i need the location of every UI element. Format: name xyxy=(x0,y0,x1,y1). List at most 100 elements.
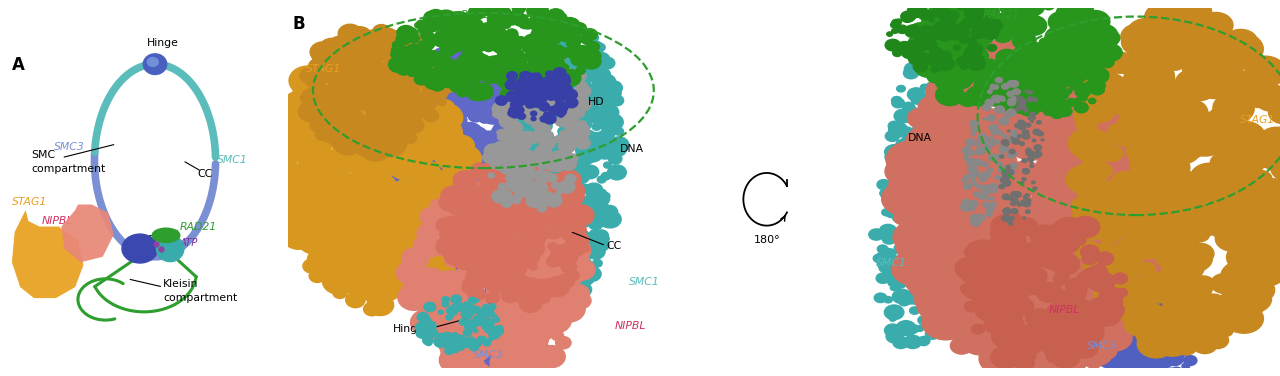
Circle shape xyxy=(1080,291,1091,299)
Circle shape xyxy=(481,302,490,310)
Circle shape xyxy=(554,179,571,193)
Circle shape xyxy=(1175,299,1187,308)
Circle shape xyxy=(511,189,520,196)
Circle shape xyxy=(890,316,896,321)
Circle shape xyxy=(1066,2,1094,23)
Circle shape xyxy=(422,215,452,238)
Circle shape xyxy=(585,41,603,56)
Circle shape xyxy=(370,89,389,105)
Circle shape xyxy=(325,230,339,242)
Circle shape xyxy=(447,194,474,215)
Circle shape xyxy=(1051,286,1068,298)
Circle shape xyxy=(1083,338,1096,347)
Circle shape xyxy=(1089,182,1139,219)
Circle shape xyxy=(1061,58,1071,65)
Circle shape xyxy=(426,236,442,249)
Circle shape xyxy=(1152,350,1164,359)
Circle shape xyxy=(1004,142,1009,146)
Circle shape xyxy=(415,211,447,236)
Circle shape xyxy=(979,43,988,49)
Circle shape xyxy=(489,169,506,182)
Circle shape xyxy=(1042,177,1083,207)
Circle shape xyxy=(1004,179,1009,182)
Circle shape xyxy=(1033,129,1041,135)
Circle shape xyxy=(943,23,959,35)
Circle shape xyxy=(417,45,424,50)
Circle shape xyxy=(468,227,480,236)
Circle shape xyxy=(940,25,954,35)
Circle shape xyxy=(1167,339,1190,357)
Circle shape xyxy=(310,42,335,62)
Circle shape xyxy=(376,105,398,122)
Circle shape xyxy=(575,134,584,142)
Circle shape xyxy=(1052,291,1069,303)
Circle shape xyxy=(877,180,891,190)
Circle shape xyxy=(554,311,563,318)
Circle shape xyxy=(1233,237,1247,247)
Circle shape xyxy=(1161,249,1174,258)
Circle shape xyxy=(438,50,458,67)
Circle shape xyxy=(1153,357,1166,367)
Circle shape xyxy=(492,74,503,84)
Circle shape xyxy=(361,125,392,149)
Circle shape xyxy=(1030,165,1034,168)
Circle shape xyxy=(516,111,525,119)
Circle shape xyxy=(988,247,1034,281)
Circle shape xyxy=(1084,102,1116,126)
Circle shape xyxy=(972,262,1012,294)
Circle shape xyxy=(1078,315,1100,332)
Circle shape xyxy=(475,195,495,211)
Circle shape xyxy=(512,289,530,303)
Circle shape xyxy=(499,328,515,341)
Circle shape xyxy=(1151,190,1188,217)
Circle shape xyxy=(502,110,532,134)
Circle shape xyxy=(936,233,983,269)
Circle shape xyxy=(1076,271,1096,286)
Circle shape xyxy=(1189,13,1231,45)
Circle shape xyxy=(983,188,991,194)
Circle shape xyxy=(390,63,411,80)
Circle shape xyxy=(1028,117,1032,120)
Circle shape xyxy=(526,300,554,322)
Circle shape xyxy=(995,323,1021,344)
Circle shape xyxy=(1270,135,1280,162)
Circle shape xyxy=(466,83,488,101)
Circle shape xyxy=(1059,347,1074,359)
Circle shape xyxy=(534,130,541,137)
Circle shape xyxy=(458,240,485,261)
Circle shape xyxy=(947,11,959,20)
Circle shape xyxy=(365,99,387,115)
Circle shape xyxy=(512,231,543,255)
Circle shape xyxy=(1172,246,1199,267)
Circle shape xyxy=(394,78,404,87)
Circle shape xyxy=(522,203,538,215)
Circle shape xyxy=(460,325,492,350)
Circle shape xyxy=(913,61,928,72)
Circle shape xyxy=(504,185,516,194)
Circle shape xyxy=(1230,208,1257,228)
Circle shape xyxy=(390,130,406,142)
Circle shape xyxy=(430,95,442,104)
Circle shape xyxy=(884,157,923,186)
Circle shape xyxy=(467,226,483,240)
Circle shape xyxy=(548,255,559,264)
Circle shape xyxy=(454,223,475,239)
Circle shape xyxy=(349,114,365,126)
Circle shape xyxy=(547,115,553,120)
Text: RAD21: RAD21 xyxy=(461,11,498,20)
Circle shape xyxy=(1018,97,1024,102)
Circle shape xyxy=(420,184,436,198)
Circle shape xyxy=(925,328,940,339)
Circle shape xyxy=(524,110,541,124)
Circle shape xyxy=(1085,339,1105,353)
Circle shape xyxy=(422,126,436,137)
Circle shape xyxy=(1158,202,1180,219)
Circle shape xyxy=(893,337,909,349)
Circle shape xyxy=(598,234,609,243)
Circle shape xyxy=(370,62,384,74)
Circle shape xyxy=(911,131,920,138)
Circle shape xyxy=(458,215,485,236)
Circle shape xyxy=(1091,84,1105,95)
Circle shape xyxy=(965,108,992,129)
Circle shape xyxy=(1064,70,1110,105)
